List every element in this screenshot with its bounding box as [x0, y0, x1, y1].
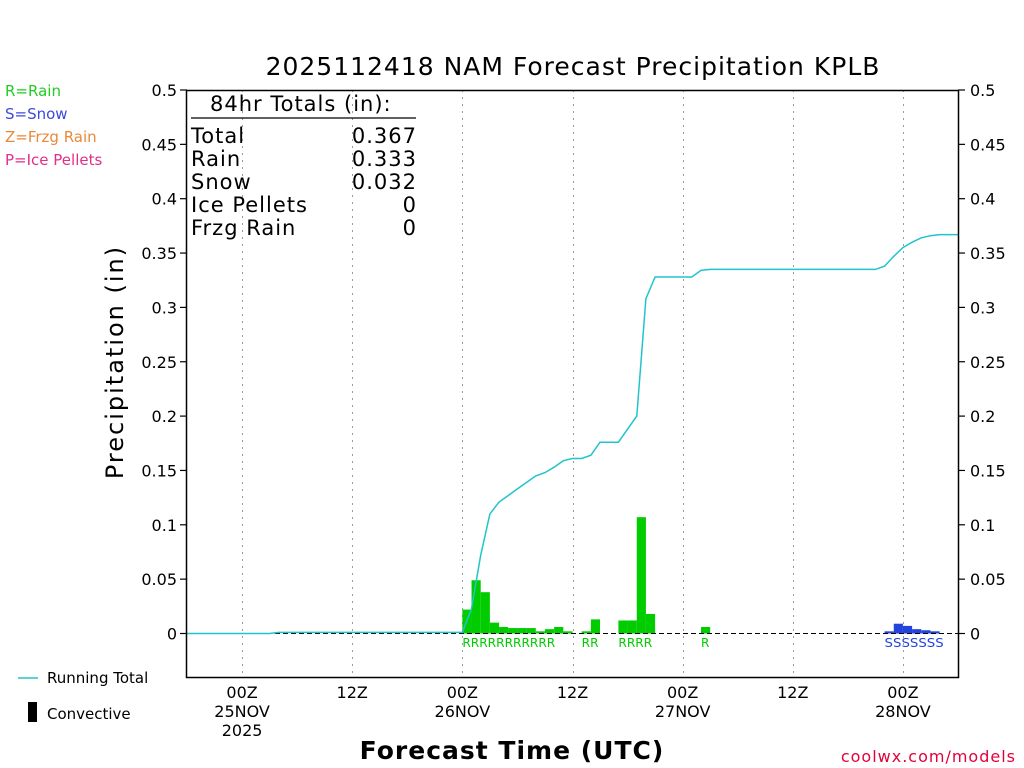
y-tick-label-left: 0.25	[141, 353, 177, 372]
ptype-labels: RRRRRRRRRRR RR RRRR R SSSSSSS	[462, 636, 943, 650]
x-tick-label: 28NOV	[875, 702, 931, 721]
precip-bar	[636, 517, 646, 634]
precip-bar	[544, 629, 555, 634]
precip-bar	[912, 629, 922, 634]
ptype-legend-item: Z=Frzg Rain	[5, 128, 97, 146]
precip-bar	[884, 631, 894, 634]
ptype-label: RR	[582, 636, 599, 650]
y-tick-label-right: 0.1	[970, 516, 995, 535]
precip-bar	[517, 628, 527, 634]
precip-bar	[563, 631, 573, 634]
y-tick-label-left: 0.3	[152, 298, 177, 317]
y-tick-label-left: 0.45	[141, 135, 177, 154]
y-tick-label-left: 0.2	[152, 407, 177, 426]
precip-bar	[893, 623, 903, 634]
running-total-line	[187, 233, 958, 635]
x-tick-label: 00Z	[887, 683, 918, 702]
y-tick-label-left: 0.15	[141, 461, 177, 480]
x-tick-label: 27NOV	[655, 702, 711, 721]
credit-text: coolwx.com/models	[841, 747, 1016, 766]
x-tick-label: 25NOV	[214, 702, 270, 721]
precip-bar	[554, 626, 564, 634]
x-tick-label: 00Z	[447, 683, 478, 702]
x-tick-label: 00Z	[667, 683, 698, 702]
chart-title: 2025112418 NAM Forecast Precipitation KP…	[266, 52, 881, 81]
y-axis-label: Precipitation (in)	[101, 245, 129, 479]
ptype-label: R	[701, 636, 709, 650]
totals-row-value: 0	[403, 216, 417, 240]
y-tick-label-left: 0.35	[141, 244, 177, 263]
ptype-legend-item: P=Ice Pellets	[5, 151, 102, 169]
totals-row-value: 0.032	[352, 170, 417, 194]
totals-row-label: Rain	[191, 147, 241, 171]
series-legend: Running Total Convective	[18, 669, 148, 723]
precip-bar	[701, 626, 711, 634]
y-tick-label-right: 0.05	[970, 570, 1006, 589]
y-tick-label-left: 0.5	[152, 81, 177, 100]
totals-row-value: 0.333	[352, 147, 417, 171]
totals-row-label: Ice Pellets	[191, 193, 308, 217]
x-tick-label: 2025	[222, 721, 263, 740]
y-tick-label-left: 0	[167, 625, 177, 644]
totals-row-label: Frzg Rain	[191, 216, 296, 240]
x-tick-label: 26NOV	[435, 702, 491, 721]
y-tick-label-right: 0.25	[970, 353, 1006, 372]
totals-row-label: Total	[190, 124, 245, 148]
totals-box: 84hr Totals (in): Total 0.367 Rain 0.333 Sno…	[190, 92, 417, 240]
y-tick-label-left: 0.05	[141, 570, 177, 589]
y-tick-label-right: 0.35	[970, 244, 1006, 263]
totals-header: 84hr Totals (in):	[210, 92, 392, 116]
precip-bar	[902, 625, 913, 634]
precip-bars	[462, 517, 940, 634]
x-tick-label: 12Z	[337, 683, 368, 702]
y-tick-label-right: 0.45	[970, 135, 1006, 154]
y-tick-label-right: 0.5	[970, 81, 995, 100]
convective-legend-swatch	[28, 702, 37, 722]
ptype-label: RRRR	[618, 636, 652, 650]
precip-bar	[508, 628, 518, 634]
totals-row-value: 0.367	[352, 124, 417, 148]
y-tick-label-right: 0.15	[970, 461, 1006, 480]
precip-bar	[627, 620, 637, 634]
precip-bar	[499, 626, 509, 634]
gridlines	[242, 90, 904, 677]
y-tick-label-right: 0	[970, 625, 980, 644]
totals-row-label: Snow	[191, 170, 252, 194]
ptype-legend: R=Rain S=Snow Z=Frzg Rain P=Ice Pellets	[5, 82, 102, 169]
y-tick-label-right: 0.2	[970, 407, 995, 426]
precip-bar	[645, 613, 656, 634]
y-tick-label-left: 0.1	[152, 516, 177, 535]
precip-bar	[480, 592, 490, 634]
y-tick-label-right: 0.3	[970, 298, 995, 317]
precip-bar	[581, 631, 591, 634]
precip-bar	[535, 631, 545, 634]
plot-frame	[185, 89, 960, 679]
precip-bar	[590, 619, 601, 634]
y-tick-label-left: 0.4	[152, 190, 177, 209]
x-axis-label: Forecast Time (UTC)	[360, 736, 665, 765]
running-total-legend-label: Running Total	[47, 669, 148, 687]
ptype-legend-item: R=Rain	[5, 82, 61, 100]
precip-bar	[618, 620, 628, 634]
convective-legend-label: Convective	[47, 705, 131, 723]
x-tick-label: 12Z	[777, 683, 808, 702]
precip-bar	[471, 580, 481, 634]
ptype-label: SSSSSSS	[885, 636, 944, 650]
x-tick-label: 00Z	[226, 683, 257, 702]
precip-bar	[489, 622, 500, 634]
x-tick-label: 12Z	[557, 683, 588, 702]
ptype-label: RRRRRRRRRRR	[462, 636, 555, 650]
ptype-legend-item: S=Snow	[5, 105, 68, 123]
y-axis-ticks: 0 00.05 0.050.1 0.10.15 0.150.2 0.20.25 0.250.…	[141, 81, 1005, 644]
totals-row-value: 0	[403, 193, 417, 217]
precip-bar	[930, 631, 940, 634]
y-tick-label-right: 0.4	[970, 190, 995, 209]
precip-bar	[526, 628, 536, 634]
precip-bar	[921, 630, 931, 634]
